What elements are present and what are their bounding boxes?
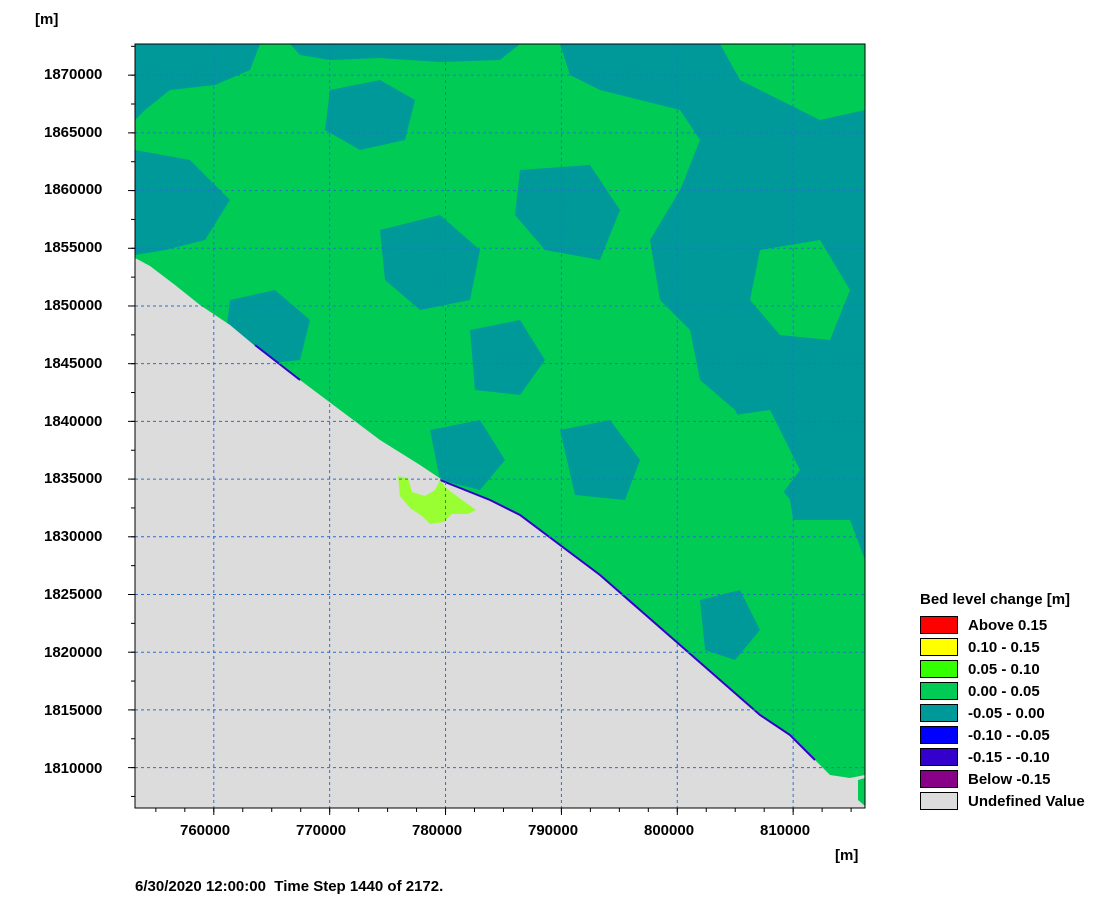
legend-label: -0.10 - -0.05 (968, 727, 1050, 744)
x-tick-label: 790000 (528, 822, 579, 839)
x-tick-label: 760000 (180, 822, 231, 839)
x-tick-label: 770000 (296, 822, 347, 839)
se-corner-feature (858, 778, 865, 806)
y-tick-label: 1870000 (44, 66, 103, 83)
y-tick-label: 1825000 (44, 586, 103, 603)
green-patch-ne-3 (700, 410, 800, 510)
legend-swatch (920, 660, 958, 678)
teal-patch-w (135, 150, 230, 255)
teal-patch-mid (515, 165, 620, 260)
timestamp-text: 6/30/2020 12:00:00 (135, 878, 266, 895)
legend-title: Bed level change [m] (920, 591, 1071, 608)
teal-patch-south-center (560, 420, 640, 500)
y-tick-label: 1865000 (44, 124, 103, 141)
plot-frame (134, 43, 866, 809)
legend-swatch (920, 704, 958, 722)
coastal-erosion-fringe (254, 344, 816, 761)
green-patch-ne-4 (790, 520, 865, 610)
legend-swatch (920, 792, 958, 810)
teal-patch-coast (430, 420, 505, 490)
y-tick-label: 1845000 (44, 355, 103, 372)
legend-swatch (920, 616, 958, 634)
legend-label: -0.15 - -0.10 (968, 749, 1050, 766)
green-patch-ne-1 (720, 44, 865, 120)
legend-swatch (920, 638, 958, 656)
accretion-patch (398, 476, 476, 524)
y-tick-label: 1810000 (44, 760, 103, 777)
y-tick-marks (128, 45, 135, 797)
legend-swatch (920, 770, 958, 788)
teal-patch-nw (135, 44, 260, 120)
footer-timestamp: 6/30/2020 12:00:00 Time Step 1440 of 217… (135, 878, 443, 895)
legend-label: -0.05 - 0.00 (968, 705, 1045, 722)
legend-label: 0.00 - 0.05 (968, 683, 1040, 700)
legend-swatch (920, 682, 958, 700)
x-tick-label: 800000 (644, 822, 695, 839)
grid-lines (135, 44, 865, 808)
y-tick-label: 1860000 (44, 181, 103, 198)
teal-patch-center (380, 215, 480, 310)
y-axis-unit: [m] (35, 11, 59, 28)
teal-patch-e-low (700, 590, 760, 660)
x-axis-unit: [m] (835, 847, 859, 864)
land-undefined (135, 258, 865, 808)
green-patches-ne (640, 44, 865, 610)
legend-label: Undefined Value (968, 793, 1085, 810)
legend-label: Above 0.15 (968, 617, 1048, 634)
legend-swatch (920, 748, 958, 766)
green-patch-ne-2 (750, 240, 850, 340)
legend-label: 0.10 - 0.15 (968, 639, 1040, 656)
green-patch-ne-5 (640, 330, 700, 390)
y-tick-label: 1820000 (44, 644, 103, 661)
x-tick-marks (155, 808, 852, 815)
y-tick-label: 1830000 (44, 528, 103, 545)
x-tick-label: 780000 (412, 822, 463, 839)
teal-patch-northstrip (290, 44, 520, 62)
timestep-text: Time Step 1440 of 2172. (274, 878, 444, 895)
legend-label: 0.05 - 0.10 (968, 661, 1040, 678)
legend-swatch (920, 726, 958, 744)
legend-label: Below -0.15 (968, 771, 1051, 788)
y-tick-label: 1850000 (44, 297, 103, 314)
y-tick-label: 1840000 (44, 413, 103, 430)
teal-patch-center-2 (470, 320, 545, 395)
y-tick-label: 1855000 (44, 239, 103, 256)
x-tick-label: 810000 (760, 822, 811, 839)
y-tick-label: 1815000 (44, 702, 103, 719)
y-tick-label: 1835000 (44, 470, 103, 487)
